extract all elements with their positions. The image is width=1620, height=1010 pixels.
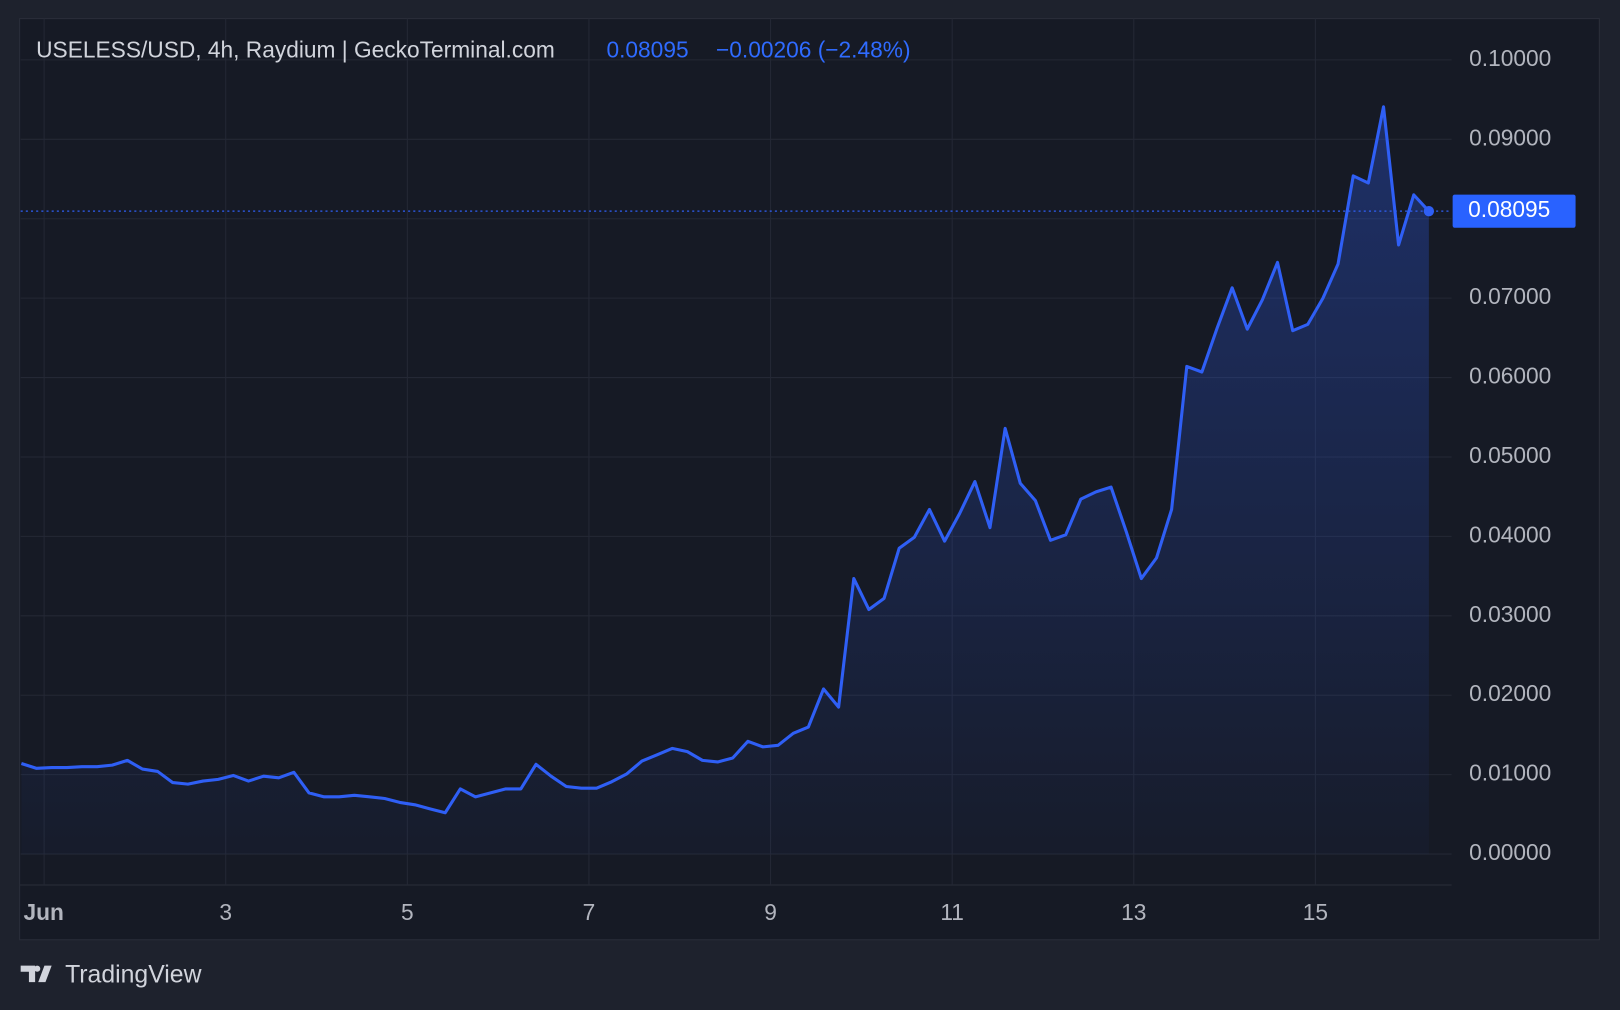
y-tick-label: 0.05000 (1469, 442, 1551, 468)
brand-name: TradingView (65, 961, 202, 988)
header-change: −0.00206 (−2.48%) (716, 37, 911, 63)
last-price-label: 0.08095 (1468, 196, 1550, 222)
x-tick-label: 13 (1121, 899, 1146, 925)
plot (20, 105, 1452, 855)
last-price-tag (1452, 194, 1576, 228)
x-tick-label: 11 (940, 899, 964, 925)
last-price-dot (1423, 206, 1435, 217)
area-fill (21, 106, 1429, 855)
logo-shape (20, 965, 52, 983)
y-tick-label: 0.00000 (1469, 839, 1551, 865)
y-tick-label: 0.04000 (1469, 521, 1551, 547)
logo-dot (34, 965, 41, 972)
x-tick-label: Jun (23, 899, 63, 925)
y-tick-label: 0.10000 (1469, 45, 1551, 71)
y-tick-label: 0.06000 (1469, 363, 1551, 389)
chart-title: USELESS/USD, 4h, Raydium | GeckoTerminal… (36, 37, 555, 63)
y-tick-label: 0.09000 (1469, 124, 1551, 150)
y-tick-label: 0.03000 (1469, 601, 1551, 627)
x-tick-label: 3 (219, 899, 232, 925)
brand-logo (20, 965, 52, 983)
price-line (20, 105, 1431, 815)
x-tick-label: 15 (1303, 899, 1328, 925)
y-tick-label: 0.01000 (1469, 760, 1551, 786)
header-price: 0.08095 (606, 37, 688, 63)
y-tick-label: 0.02000 (1469, 680, 1551, 706)
x-tick-label: 5 (401, 899, 414, 925)
axes: 0.00000 0.01000 0.02000 0.03000 0.04000 0.050… (23, 45, 1576, 925)
x-tick-label: 9 (764, 899, 777, 925)
y-tick-label: 0.07000 (1469, 283, 1551, 309)
x-tick-label: 7 (583, 899, 596, 925)
